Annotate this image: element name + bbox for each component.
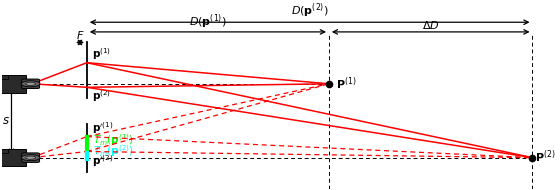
- Text: $\mathbf{p}^{(2)}$: $\mathbf{p}^{(2)}$: [92, 88, 111, 104]
- Text: $\mathbf{p}^{(1)}$: $\mathbf{p}^{(1)}$: [92, 46, 111, 62]
- Circle shape: [26, 156, 36, 159]
- Circle shape: [21, 81, 40, 87]
- Text: $\Delta D$: $\Delta D$: [422, 18, 440, 31]
- Text: $s$: $s$: [2, 114, 10, 127]
- Bar: [0, 149, 26, 166]
- Circle shape: [26, 82, 36, 85]
- Text: $T_m(\mathbf{p}^{(2)})$: $T_m(\mathbf{p}^{(2)})$: [94, 143, 134, 159]
- Text: $D(\mathbf{p}^{(1)})$: $D(\mathbf{p}^{(1)})$: [189, 12, 227, 31]
- Text: $D(\mathbf{p}^{(2)})$: $D(\mathbf{p}^{(2)})$: [291, 2, 329, 21]
- Text: $\mathbf{P}^{(2)}$: $\mathbf{P}^{(2)}$: [535, 148, 556, 165]
- Text: $\mathbf{p}'^{(1)}$: $\mathbf{p}'^{(1)}$: [92, 120, 114, 136]
- Bar: [0, 149, 8, 153]
- Text: $F$: $F$: [76, 29, 84, 41]
- FancyBboxPatch shape: [22, 153, 40, 162]
- Text: $\mathbf{p}'^{(2)}$: $\mathbf{p}'^{(2)}$: [92, 153, 114, 169]
- Circle shape: [21, 155, 40, 161]
- FancyBboxPatch shape: [22, 79, 40, 89]
- Text: $\mathbf{P}^{(1)}$: $\mathbf{P}^{(1)}$: [335, 75, 356, 92]
- Bar: [0, 75, 8, 79]
- Text: $T_m(\mathbf{p}^{(1)})$: $T_m(\mathbf{p}^{(1)})$: [94, 133, 134, 148]
- Bar: [0, 75, 26, 93]
